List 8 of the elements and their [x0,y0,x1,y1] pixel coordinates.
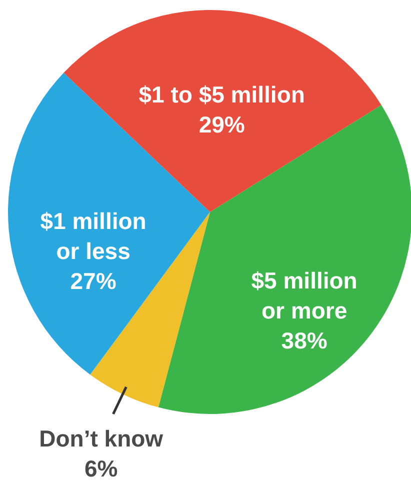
data-label: 38% [281,328,328,354]
slice-label: $1 to $5 million [138,81,305,108]
slice-label: Don’t know [39,425,164,452]
slice-label: $1 million or less [40,208,146,264]
slice-label: $5 million or more [251,268,358,324]
data-label: 29% [198,111,245,138]
data-label: 27% [70,268,116,294]
data-label: 6% [84,455,118,482]
